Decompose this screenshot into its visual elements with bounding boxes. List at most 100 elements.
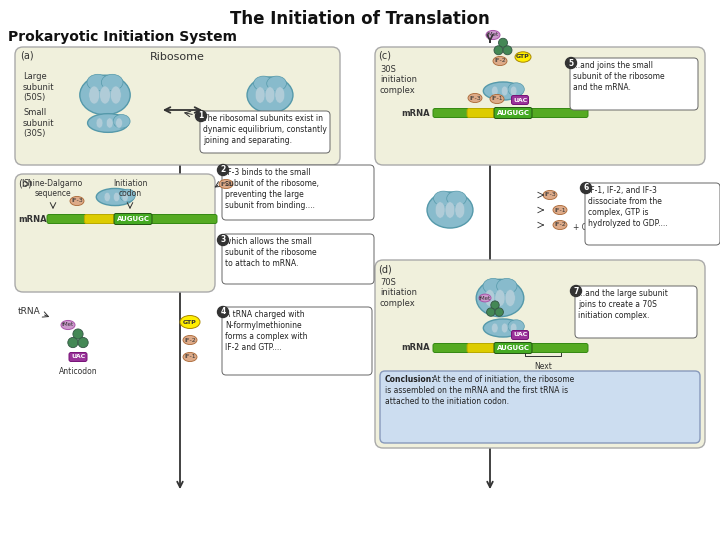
Ellipse shape — [498, 38, 508, 47]
Text: IF-1, IF-2, and IF-3
dissociate from the
complex, GTP is
hydrolyzed to GDP....: IF-1, IF-2, and IF-3 dissociate from the… — [588, 186, 667, 228]
Text: (b): (b) — [18, 178, 32, 188]
Text: IF-2: IF-2 — [554, 222, 566, 227]
Ellipse shape — [73, 329, 83, 339]
Ellipse shape — [487, 308, 495, 316]
FancyBboxPatch shape — [200, 111, 330, 153]
Ellipse shape — [70, 197, 84, 206]
FancyBboxPatch shape — [375, 260, 705, 448]
Text: UAC: UAC — [71, 354, 85, 360]
FancyBboxPatch shape — [494, 342, 532, 354]
Text: ...and joins the small
subunit of the ribosome
and the mRNA.: ...and joins the small subunit of the ri… — [573, 61, 665, 92]
Text: + GDP + Pᴵ: + GDP + Pᴵ — [573, 224, 616, 233]
Text: 30S
initiation
complex: 30S initiation complex — [380, 65, 417, 95]
Text: (c): (c) — [378, 51, 391, 61]
Ellipse shape — [490, 94, 504, 104]
Ellipse shape — [247, 77, 293, 113]
Ellipse shape — [122, 192, 128, 201]
FancyBboxPatch shape — [222, 234, 374, 284]
Ellipse shape — [497, 279, 517, 294]
Ellipse shape — [553, 220, 567, 230]
Circle shape — [570, 286, 582, 296]
Ellipse shape — [271, 118, 276, 127]
Ellipse shape — [88, 113, 128, 132]
Text: UAC: UAC — [513, 333, 527, 338]
Text: AUGUGC: AUGUGC — [497, 345, 529, 351]
Ellipse shape — [113, 114, 130, 128]
Ellipse shape — [275, 87, 285, 103]
Text: AUGUGC: AUGUGC — [497, 110, 529, 116]
Ellipse shape — [114, 192, 120, 201]
Ellipse shape — [107, 118, 113, 128]
Text: Next
codon: Next codon — [531, 362, 554, 381]
FancyBboxPatch shape — [494, 107, 532, 118]
Text: attached to the initiation codon.: attached to the initiation codon. — [385, 397, 509, 406]
FancyBboxPatch shape — [511, 330, 528, 340]
FancyBboxPatch shape — [570, 58, 698, 110]
Text: Prokaryotic Initiation System: Prokaryotic Initiation System — [8, 30, 237, 44]
Text: IF-1: IF-1 — [491, 97, 503, 102]
Text: is assembled on the mRNA and the first tRNA is: is assembled on the mRNA and the first t… — [385, 386, 568, 395]
Circle shape — [217, 307, 228, 318]
Text: The ribosomal subunits exist in
dynamic equilibrium, constantly
joining and sepa: The ribosomal subunits exist in dynamic … — [203, 114, 327, 145]
Text: Small
subunit
(30S): Small subunit (30S) — [23, 108, 55, 138]
Ellipse shape — [219, 179, 233, 188]
Ellipse shape — [96, 118, 103, 128]
Text: GTP: GTP — [516, 55, 530, 59]
Text: 5: 5 — [568, 58, 574, 68]
Ellipse shape — [492, 86, 498, 96]
Text: which allows the small
subunit of the ribosome
to attach to mRNA.: which allows the small subunit of the ri… — [225, 237, 317, 268]
Ellipse shape — [494, 46, 503, 55]
Text: GTP: GTP — [183, 320, 197, 325]
Ellipse shape — [183, 353, 197, 362]
Text: 7: 7 — [573, 287, 579, 295]
Ellipse shape — [110, 86, 121, 104]
Ellipse shape — [495, 308, 503, 316]
Text: 4: 4 — [220, 307, 225, 316]
Text: 3: 3 — [220, 235, 225, 245]
Text: 70S
initiation
complex: 70S initiation complex — [380, 278, 417, 308]
Ellipse shape — [80, 75, 130, 115]
Ellipse shape — [476, 279, 523, 316]
FancyBboxPatch shape — [375, 47, 705, 165]
FancyBboxPatch shape — [114, 213, 152, 225]
Text: IF-3: IF-3 — [544, 192, 556, 198]
Circle shape — [217, 234, 228, 246]
Ellipse shape — [253, 114, 290, 131]
FancyBboxPatch shape — [467, 343, 498, 353]
Ellipse shape — [479, 294, 491, 302]
Text: Ribosome: Ribosome — [150, 52, 205, 62]
Text: IF-3: IF-3 — [71, 199, 83, 204]
Ellipse shape — [501, 323, 508, 333]
FancyBboxPatch shape — [222, 307, 372, 375]
Ellipse shape — [435, 202, 445, 218]
Text: A tRNA charged with
N-formylmethionine
forms a complex with
IF-2 and GTP....: A tRNA charged with N-formylmethionine f… — [225, 310, 307, 352]
Ellipse shape — [89, 86, 99, 104]
Text: Anticodon: Anticodon — [59, 367, 97, 376]
Ellipse shape — [505, 289, 516, 307]
Ellipse shape — [256, 87, 265, 103]
Text: IF-1: IF-1 — [554, 207, 566, 213]
Ellipse shape — [543, 191, 557, 200]
Ellipse shape — [261, 118, 267, 127]
Text: IF-1: IF-1 — [184, 354, 196, 360]
FancyBboxPatch shape — [84, 214, 118, 224]
Text: fMet: fMet — [487, 32, 499, 37]
Text: Initiation
codon: Initiation codon — [113, 179, 147, 198]
Ellipse shape — [279, 118, 285, 127]
Ellipse shape — [99, 86, 110, 104]
Ellipse shape — [501, 86, 508, 96]
Text: (a): (a) — [20, 51, 34, 61]
Text: mRNA: mRNA — [401, 109, 430, 118]
Ellipse shape — [61, 320, 75, 329]
Text: fMet: fMet — [479, 295, 491, 300]
Ellipse shape — [120, 189, 135, 201]
Text: (d): (d) — [378, 264, 392, 274]
Ellipse shape — [508, 320, 524, 333]
Text: mRNA: mRNA — [401, 343, 430, 353]
Ellipse shape — [68, 338, 78, 348]
Ellipse shape — [446, 191, 467, 206]
Text: UAC: UAC — [513, 98, 527, 103]
FancyBboxPatch shape — [585, 183, 720, 245]
Ellipse shape — [503, 46, 512, 55]
Text: IF-3 binds to the small
subunit of the ribosome,
preventing the large
subunit fr: IF-3 binds to the small subunit of the r… — [225, 168, 319, 210]
